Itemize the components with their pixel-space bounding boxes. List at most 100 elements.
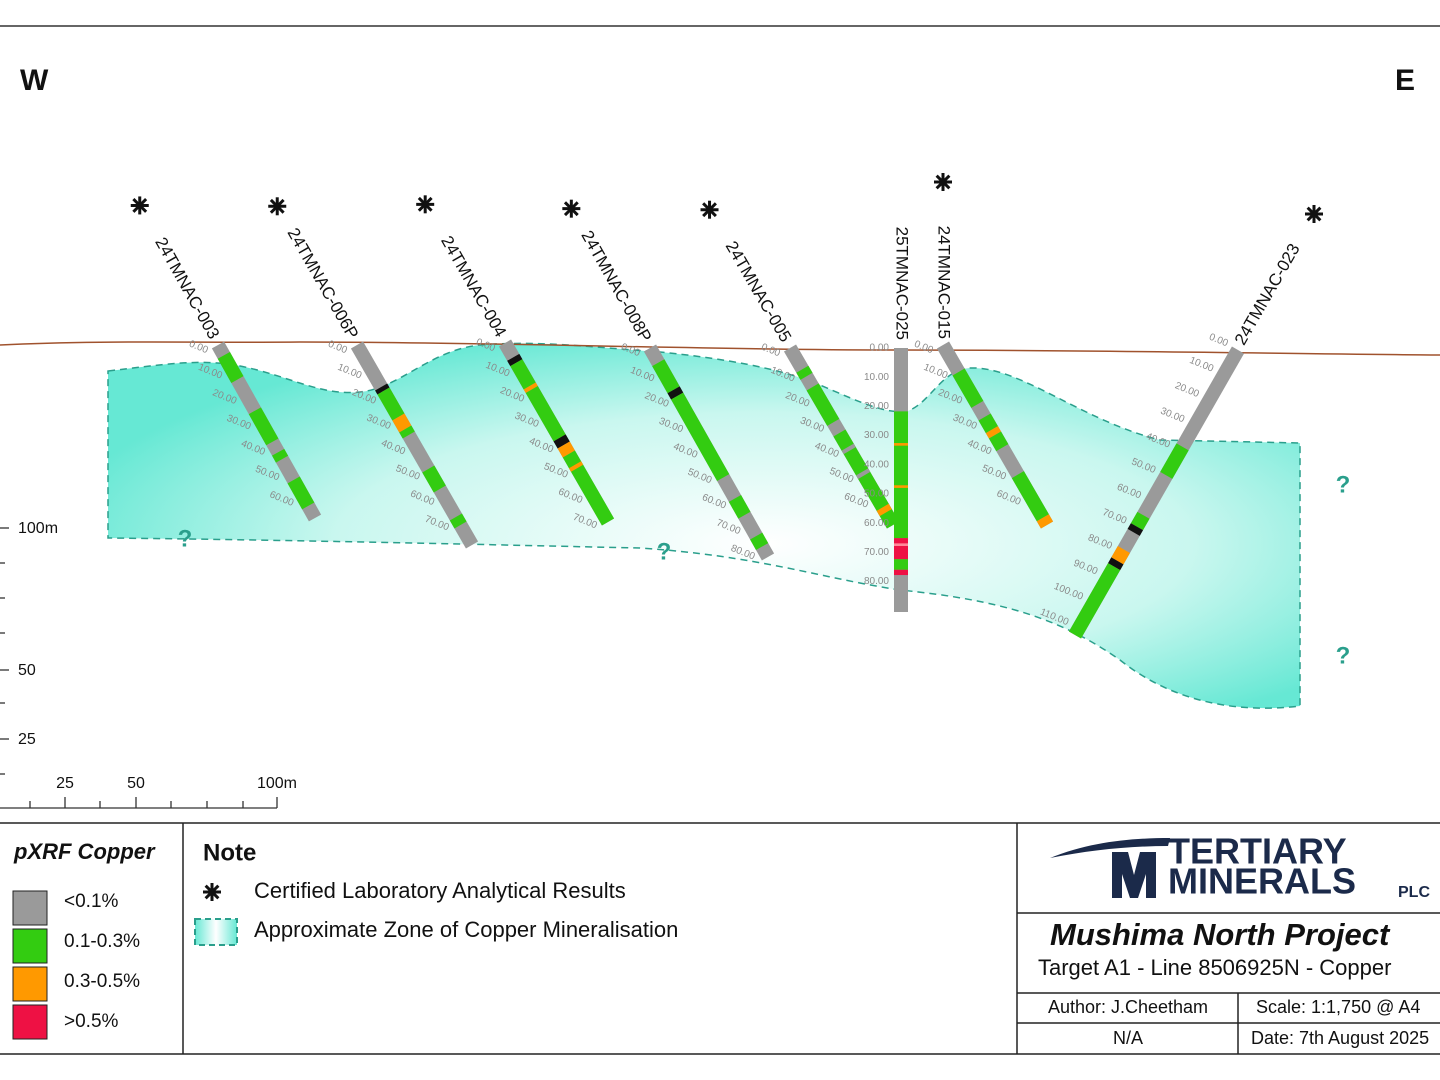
grade-interval	[728, 495, 751, 519]
asterisk-icon	[700, 200, 719, 219]
depth-label: 30.00	[1159, 406, 1187, 426]
grade-interval	[978, 413, 998, 434]
grade-interval	[1160, 443, 1189, 479]
legend-swatch	[12, 890, 48, 926]
grade-interval	[876, 503, 892, 517]
asterisk-stroke	[204, 884, 220, 900]
grade-interval	[841, 443, 856, 455]
note-title: Note	[203, 839, 256, 866]
grade-interval	[1130, 511, 1150, 531]
asterisk-stroke	[563, 201, 579, 217]
grade-interval	[287, 476, 315, 510]
grade-interval	[272, 448, 289, 463]
scale-label: 100m	[257, 775, 297, 792]
reference: N/A	[1113, 1028, 1143, 1048]
depth-label: 10.00	[922, 362, 950, 382]
asterisk-stroke	[132, 198, 148, 213]
legend-label: <0.1%	[64, 891, 119, 912]
scale-label: 25	[18, 731, 36, 748]
grade-interval	[553, 434, 570, 449]
scale: Scale: 1:1,750 @ A4	[1256, 997, 1420, 1017]
grade-interval	[1111, 546, 1130, 565]
mineralisation-zone	[107, 342, 1301, 709]
grade-interval	[796, 365, 813, 380]
grade-interval	[1036, 514, 1054, 529]
legend-title: pXRF Copper	[13, 839, 156, 864]
compass-east: E	[1395, 64, 1415, 97]
hole-label: 24TMNAC-004	[437, 233, 510, 341]
depth-label: 20.00	[1173, 380, 1201, 400]
grade-interval	[985, 426, 1002, 439]
asterisk-stroke	[417, 196, 433, 212]
logo-suffix: PLC	[1398, 884, 1430, 901]
depth-label: 10.00	[336, 362, 364, 382]
project-title: Mushima North Project	[1050, 917, 1391, 952]
depth-label: 70.00	[864, 547, 889, 558]
depth-label: 40.00	[864, 459, 889, 470]
vertical-scale	[0, 527, 9, 775]
depth-label: 20.00	[864, 401, 889, 412]
hole-label: 24TMNAC-003	[151, 234, 223, 342]
zone-marker: ?	[1336, 471, 1351, 498]
zone-marker: ?	[1336, 642, 1351, 669]
hole-label: 25TMNAC-025	[893, 227, 912, 340]
depth-label: 60.00	[864, 518, 889, 529]
author: Author: J.Cheetham	[1048, 997, 1208, 1017]
grade-interval	[806, 383, 840, 426]
grade-interval	[1108, 557, 1124, 571]
grade-interval	[952, 368, 984, 408]
asterisk-stroke	[269, 198, 285, 214]
footer-frame	[0, 822, 1440, 1055]
legend-swatch	[12, 1004, 48, 1040]
grade-interval	[667, 386, 684, 400]
hole-trace	[350, 341, 479, 549]
depth-label: 10.00	[1188, 355, 1216, 375]
hole-label: 24TMNAC-015	[935, 226, 954, 339]
scale-label: 100m	[18, 520, 58, 537]
grade-interval	[248, 407, 279, 446]
grade-interval	[422, 465, 446, 493]
depth-label: 0.00	[1207, 332, 1230, 350]
grade-interval	[1068, 563, 1121, 639]
grade-interval	[217, 351, 244, 384]
grade-interval	[557, 441, 575, 458]
depth-label: 0.00	[912, 339, 935, 357]
zone-marker: ?	[178, 525, 193, 552]
date: Date: 7th August 2025	[1251, 1028, 1429, 1048]
scale-label: 25	[56, 775, 74, 792]
drill-hole: 0.00 10.00 20.00 30.00 40.00 50.00 60.00 70.00 8…	[864, 227, 912, 612]
grade-interval	[399, 425, 415, 439]
asterisk-icon	[268, 197, 287, 216]
grade-interval	[671, 392, 730, 482]
asterisk-stroke	[935, 174, 951, 190]
asterisk-icon	[562, 199, 581, 218]
zone-swatch	[194, 918, 238, 946]
grade-interval	[449, 513, 467, 529]
grade-interval	[856, 468, 871, 479]
asterisk-stroke	[1306, 206, 1322, 222]
legend-label: >0.5%	[64, 1011, 119, 1032]
grade-interval	[652, 359, 680, 394]
depth-label: 10.00	[864, 372, 889, 383]
compass-west: W	[20, 64, 49, 97]
logo-text: MINERALS	[1168, 861, 1356, 902]
depth-label: 0.00	[870, 343, 890, 354]
logo-swoosh	[1050, 838, 1170, 858]
grade-interval	[1011, 471, 1049, 522]
note-item: Approximate Zone of Copper Mineralisatio…	[254, 917, 678, 942]
depth-label: 30.00	[864, 430, 889, 441]
depth-label: 80.00	[864, 576, 889, 587]
legend-label: 0.1-0.3%	[64, 931, 140, 952]
grade-interval	[392, 413, 412, 433]
zone-marker: ?	[657, 538, 672, 565]
hole-label: 24TMNAC-005	[722, 238, 795, 346]
hole-label: 24TMNAC-006P	[283, 225, 362, 343]
project-subtitle: Target A1 - Line 8506925N - Copper	[1038, 955, 1391, 980]
asterisk-icon	[203, 883, 221, 901]
hole-label: 24TMNAC-023	[1231, 240, 1304, 348]
ground-surface	[0, 341, 1440, 356]
grade-interval	[507, 353, 523, 367]
asterisk-icon	[1305, 205, 1323, 223]
grade-interval	[988, 431, 1009, 452]
logo-mark	[1112, 852, 1156, 898]
